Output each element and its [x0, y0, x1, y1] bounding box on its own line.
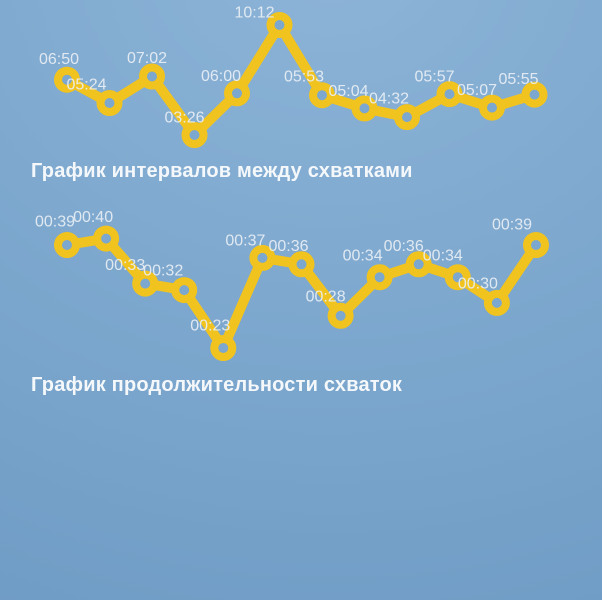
chart-point-marker — [366, 264, 393, 291]
chart-point-label: 00:36 — [268, 238, 308, 255]
chart-point-label: 00:39 — [35, 214, 75, 231]
chart-point-marker — [288, 251, 315, 278]
chart-point-marker — [249, 244, 276, 271]
chart-point-marker — [436, 81, 463, 108]
chart-point-label: 05:24 — [66, 77, 106, 94]
chart-point-label: 07:02 — [127, 50, 167, 67]
chart-point-marker — [444, 264, 471, 291]
chart-point-label: 00:36 — [384, 238, 424, 255]
chart-point-label: 00:30 — [458, 275, 498, 292]
durations-chart-title: График продолжительности схваток — [31, 374, 403, 396]
chart-point-label: 00:34 — [343, 248, 383, 265]
chart-point-label: 00:40 — [73, 209, 113, 226]
chart-point-label: 04:32 — [369, 91, 409, 108]
chart-point-marker — [132, 270, 159, 297]
chart-point-label: 05:55 — [498, 71, 538, 88]
chart-point-label: 05:53 — [284, 69, 324, 86]
chart-point-label: 05:04 — [328, 83, 368, 100]
chart-point-label: 05:07 — [457, 82, 497, 99]
chart-point-marker — [181, 122, 208, 148]
chart-point-marker — [405, 251, 432, 278]
chart-line — [62, 20, 540, 140]
chart-point-label: 03:26 — [164, 110, 204, 127]
chart-point-marker — [139, 63, 165, 90]
chart-point-marker — [54, 66, 80, 93]
chart-point-label: 00:33 — [105, 257, 145, 274]
chart-line — [62, 233, 541, 353]
chart-point-marker — [483, 289, 510, 316]
chart-point-marker — [93, 225, 120, 252]
chart-point-marker — [327, 302, 354, 329]
chart-point-marker — [96, 90, 123, 116]
chart-point-marker — [351, 95, 378, 122]
intervals-chart-title: График интервалов между схватками — [31, 160, 413, 182]
intervals-chart: 06:50 05:24 07:02 03:26 06:00 10:12 05:5305:04… — [39, 5, 548, 148]
chart-point-marker — [54, 232, 80, 258]
chart-point-label: 00:23 — [190, 318, 230, 335]
chart-point-marker — [523, 232, 549, 258]
chart-point-label: 00:34 — [423, 248, 463, 265]
chart-point-marker — [224, 80, 250, 107]
chart-point-label: 06:50 — [39, 51, 79, 68]
chart-point-label: 06:00 — [201, 68, 241, 85]
chart-point-marker — [171, 277, 198, 304]
chart-point-marker — [210, 335, 237, 361]
chart-point-marker — [394, 104, 420, 131]
chart-point-label: 10:12 — [234, 5, 274, 22]
chart-point-marker — [266, 12, 293, 38]
chart-point-label: 00:37 — [225, 232, 265, 249]
chart-point-label: 00:32 — [143, 263, 183, 280]
chart-point-label: 00:39 — [492, 217, 532, 234]
chart-point-label: 05:57 — [414, 69, 454, 86]
chart-point-marker — [521, 81, 548, 108]
chart-point-marker — [309, 82, 335, 109]
chart-point-label: 00:28 — [306, 288, 346, 305]
chart-point-marker — [479, 94, 505, 121]
